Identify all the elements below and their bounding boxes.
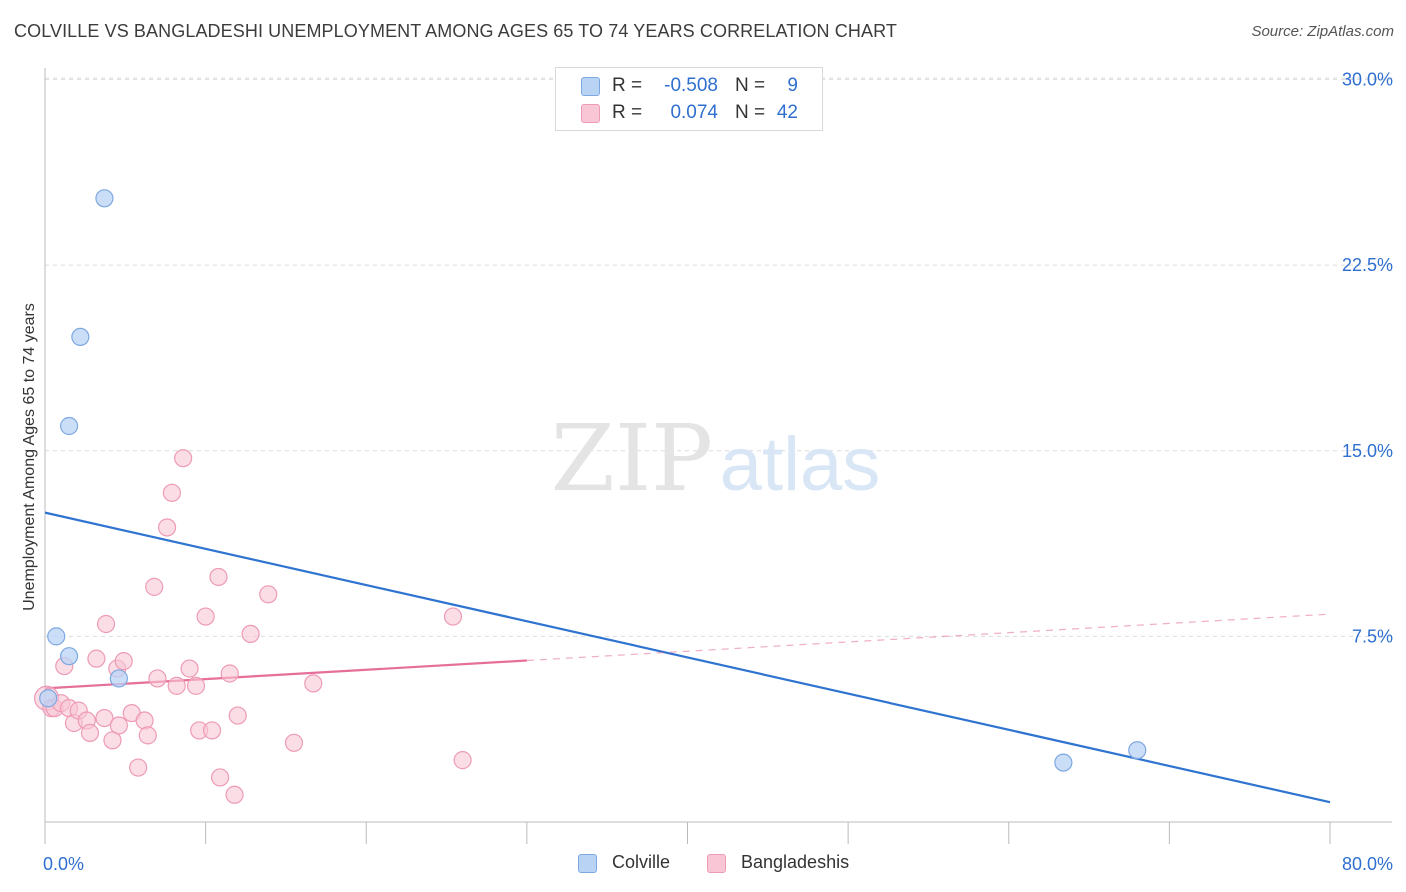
bangladeshi-point bbox=[95, 708, 114, 728]
legend-row-bangladeshis: R = 0.074 N = 42 bbox=[556, 101, 822, 127]
colville-point bbox=[39, 689, 58, 708]
colville-point bbox=[59, 647, 79, 666]
colville-point bbox=[1128, 741, 1147, 760]
y-tick-label: 30.0% bbox=[1342, 70, 1393, 90]
n-label: N = bbox=[735, 102, 766, 123]
legend-row-colville: R = -0.508 N = 9 bbox=[556, 74, 822, 100]
bangladeshi-point bbox=[220, 664, 239, 683]
bangladeshi-point bbox=[135, 711, 154, 730]
y-axis-label: Unemployment Among Ages 65 to 74 years bbox=[21, 303, 38, 611]
colville-swatch bbox=[581, 77, 600, 96]
bangladeshi-point bbox=[148, 669, 167, 688]
watermark-zip: ZIP bbox=[551, 405, 713, 512]
bangladeshi-point bbox=[225, 785, 244, 804]
bangladeshi-swatch bbox=[581, 104, 600, 123]
bangladeshi-point bbox=[96, 614, 116, 634]
colville-point bbox=[1054, 753, 1073, 772]
bangladeshi-point bbox=[202, 721, 222, 740]
bangladeshi-point bbox=[114, 652, 133, 671]
bangladeshi-point bbox=[167, 676, 186, 695]
bangladeshi-swatch bbox=[707, 854, 726, 873]
bangladeshi-point bbox=[228, 706, 247, 725]
bangladeshi-point bbox=[180, 659, 199, 678]
r-value: 0.074 bbox=[670, 102, 718, 123]
legend-label: Colville bbox=[612, 852, 671, 872]
y-tick-label: 22.5% bbox=[1342, 255, 1393, 275]
bangladeshi-point bbox=[453, 751, 472, 770]
x-tick-label: 80.0% bbox=[1342, 854, 1393, 874]
bangladeshi-point bbox=[196, 607, 215, 626]
bangladeshi-point bbox=[210, 768, 230, 787]
bangladeshi-point bbox=[145, 577, 164, 596]
r-label: R = bbox=[612, 75, 643, 96]
colville-point bbox=[59, 416, 79, 436]
n-value: 42 bbox=[776, 102, 798, 123]
bangladeshi-point bbox=[129, 758, 148, 777]
chart-title: COLVILLE VS BANGLADESHI UNEMPLOYMENT AMO… bbox=[14, 21, 897, 41]
bangladeshi-point bbox=[241, 624, 260, 644]
colville-trend-line bbox=[44, 511, 1331, 804]
colville-point bbox=[109, 669, 128, 688]
bangladeshi-point bbox=[138, 726, 157, 745]
n-label: N = bbox=[735, 75, 766, 96]
bangladeshi-point bbox=[284, 733, 304, 752]
colville-swatch bbox=[578, 854, 597, 873]
y-tick-label: 7.5% bbox=[1352, 626, 1393, 646]
bangladeshi-point bbox=[186, 676, 206, 695]
y-tick-label: 15.0% bbox=[1342, 441, 1393, 461]
x-tick-label: 0.0% bbox=[43, 854, 84, 874]
bangladeshi-point bbox=[87, 649, 106, 668]
legend-label: Bangladeshis bbox=[741, 852, 850, 872]
bangladeshi-point bbox=[174, 449, 193, 468]
bangladeshi-point bbox=[162, 483, 181, 502]
colville-point bbox=[95, 189, 114, 208]
r-label: R = bbox=[612, 102, 643, 123]
bangladeshi-point bbox=[304, 674, 323, 693]
source-label: Source: ZipAtlas.com bbox=[1251, 23, 1394, 40]
bangladeshi-trend-extension bbox=[526, 613, 1331, 662]
watermark-atlas: atlas bbox=[720, 422, 881, 507]
bangladeshi-point bbox=[109, 716, 128, 735]
bangladeshi-point bbox=[443, 607, 463, 626]
bangladeshi-point bbox=[259, 585, 278, 604]
bangladeshi-point bbox=[157, 518, 177, 537]
n-value: 9 bbox=[787, 75, 798, 96]
bangladeshi-point bbox=[209, 567, 228, 587]
colville-point bbox=[71, 327, 90, 346]
colville-point bbox=[47, 627, 66, 646]
bangladeshi-point bbox=[80, 723, 100, 743]
r-value: -0.508 bbox=[664, 75, 718, 96]
correlation-legend: R = -0.508 N = 9 R = 0.074 N = 42 bbox=[555, 67, 823, 131]
